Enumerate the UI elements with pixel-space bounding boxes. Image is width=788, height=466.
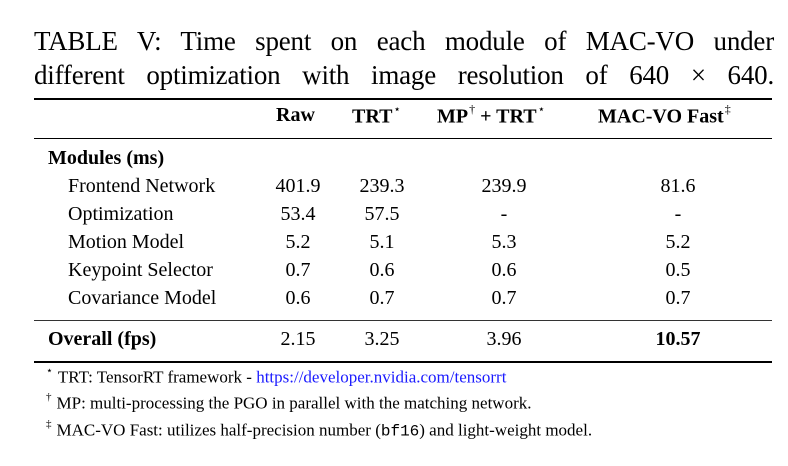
best-cell: 10.57 bbox=[655, 328, 701, 350]
footnote-macvo-fast: ‡ MAC-VO Fast: utilizes half-precision nu… bbox=[46, 418, 593, 441]
cell: 239.9 bbox=[481, 175, 527, 197]
row-label: Motion Model bbox=[68, 231, 185, 253]
table-row: Frontend Network 401.9 239.3 239.9 81.6 bbox=[0, 175, 788, 203]
cell: 401.9 bbox=[275, 175, 321, 197]
cell: 5.3 bbox=[491, 231, 517, 253]
cell: 0.6 bbox=[369, 259, 395, 281]
row-label: Optimization bbox=[68, 203, 174, 225]
mid-rule bbox=[34, 320, 772, 321]
cell: 5.2 bbox=[665, 231, 691, 253]
header-macvo-fast: MAC-VO Fast‡ bbox=[598, 102, 731, 128]
row-label: Covariance Model bbox=[68, 287, 217, 309]
cell: 57.5 bbox=[364, 203, 400, 225]
cell: 0.6 bbox=[285, 287, 311, 309]
caption-line-2: different optimization with image resolu… bbox=[34, 60, 774, 90]
header-trt: TRT⋆ bbox=[352, 102, 401, 128]
cell: 3.25 bbox=[364, 328, 400, 350]
cell: 5.2 bbox=[285, 231, 311, 253]
header-rule bbox=[34, 138, 772, 139]
table-row: Keypoint Selector 0.7 0.6 0.6 0.5 bbox=[0, 259, 788, 287]
row-label: Frontend Network bbox=[68, 175, 216, 197]
cell: 53.4 bbox=[280, 203, 316, 225]
bottom-rule bbox=[34, 361, 772, 363]
cell: 0.7 bbox=[491, 287, 517, 309]
cell: 0.5 bbox=[665, 259, 691, 281]
cell: 2.15 bbox=[280, 328, 316, 350]
section-label: Modules (ms) bbox=[48, 147, 165, 169]
cell: 239.3 bbox=[359, 175, 405, 197]
overall-row: Overall (fps) 2.15 3.25 3.96 10.57 bbox=[0, 328, 788, 356]
section-row: Modules (ms) bbox=[0, 147, 788, 175]
tensorrt-link[interactable]: https://developer.nvidia.com/tensorrt bbox=[256, 367, 507, 387]
top-rule bbox=[34, 98, 772, 100]
table-caption: TABLE V: Time spent on each module of MA… bbox=[34, 24, 774, 92]
cell: 0.7 bbox=[285, 259, 311, 281]
cell: 81.6 bbox=[660, 175, 696, 197]
cell: 0.6 bbox=[491, 259, 517, 281]
cell: 3.96 bbox=[486, 328, 522, 350]
table-row: Covariance Model 0.6 0.7 0.7 0.7 bbox=[0, 287, 788, 315]
footnote-mp: † MP: multi-processing the PGO in paralle… bbox=[46, 391, 532, 413]
overall-label: Overall (fps) bbox=[48, 328, 157, 350]
table-row: Motion Model 5.2 5.1 5.3 5.2 bbox=[0, 231, 788, 259]
cell: 0.7 bbox=[369, 287, 395, 309]
cell: - bbox=[500, 203, 508, 225]
footnote-trt: ⋆ TRT: TensorRT framework - https://devel… bbox=[46, 365, 507, 387]
cell: 5.1 bbox=[369, 231, 395, 253]
cell: 0.7 bbox=[665, 287, 691, 309]
header-raw: Raw bbox=[276, 104, 315, 126]
caption-line-1: TABLE V: Time spent on each module of MA… bbox=[34, 26, 774, 56]
row-label: Keypoint Selector bbox=[68, 259, 213, 281]
cell: - bbox=[674, 203, 682, 225]
header-mp-trt: MP† + TRT⋆ bbox=[437, 102, 546, 128]
table-row: Optimization 53.4 57.5 - - bbox=[0, 203, 788, 231]
